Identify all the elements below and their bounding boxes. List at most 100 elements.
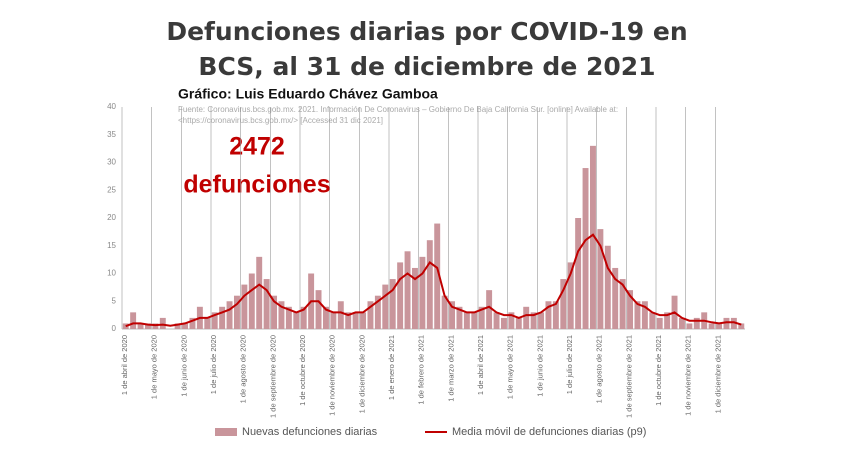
bar: [174, 323, 181, 329]
bar: [360, 312, 367, 329]
x-tick-label: 1 de noviembre de 2020: [328, 335, 337, 416]
legend-swatch: [215, 428, 237, 436]
bar: [530, 312, 537, 329]
bar: [560, 279, 567, 329]
bar: [159, 317, 166, 329]
bar: [397, 262, 404, 329]
bar: [612, 267, 619, 329]
bar: [182, 323, 189, 329]
x-tick-label: 1 de abril de 2021: [476, 335, 485, 395]
y-tick-label: 0: [112, 324, 117, 333]
x-tick-label: 1 de agosto de 2021: [595, 335, 604, 403]
x-tick-label: 1 de noviembre de 2021: [684, 335, 693, 416]
bar: [263, 279, 270, 329]
y-tick-label: 20: [107, 213, 116, 222]
bar: [152, 323, 159, 329]
x-tick-label: 1 de junio de 2021: [535, 335, 544, 397]
bar: [256, 256, 263, 329]
subtitle: Gráfico: Luis Eduardo Chávez Gamboa: [178, 86, 438, 102]
x-tick-label: 1 de diciembre de 2020: [357, 335, 366, 413]
bar: [523, 306, 530, 329]
legend-label: Media móvil de defunciones diarias (p9): [452, 426, 646, 438]
bar: [738, 323, 745, 329]
bar: [582, 168, 589, 329]
x-tick-label: 1 de julio de 2021: [565, 335, 574, 394]
x-tick-label: 1 de julio de 2020: [209, 335, 218, 394]
bar: [271, 295, 278, 329]
bar: [367, 301, 374, 329]
bar: [419, 256, 426, 329]
annotation: defunciones: [183, 171, 330, 199]
bar: [144, 323, 151, 329]
bar: [508, 312, 515, 329]
bar: [500, 317, 507, 329]
bar: [486, 290, 493, 329]
bar: [137, 323, 144, 329]
bar: [708, 323, 715, 329]
bar: [538, 312, 545, 329]
bar: [545, 301, 552, 329]
bar: [122, 323, 129, 329]
y-tick-label: 10: [107, 269, 116, 278]
bar: [233, 295, 240, 329]
bar: [604, 245, 611, 329]
bar: [352, 312, 359, 329]
bar: [330, 312, 337, 329]
bar: [456, 306, 463, 329]
x-tick-label: 1 de octubre de 2021: [654, 335, 663, 406]
bar: [627, 290, 634, 329]
annotation: 2472: [229, 133, 285, 161]
bar: [575, 218, 582, 329]
bar: [337, 301, 344, 329]
moving-average-line: [125, 233, 742, 328]
bar: [389, 279, 396, 329]
bar: [656, 317, 663, 329]
bar: [567, 262, 574, 329]
chart-title: BCS, al 31 de diciembre de 2021: [198, 52, 655, 81]
x-tick-label: 1 de septiembre de 2020: [268, 335, 277, 418]
bar: [382, 284, 389, 329]
x-tick-label: 1 de septiembre de 2021: [624, 335, 633, 418]
bar: [597, 229, 604, 329]
bar: [322, 306, 329, 329]
bar: [404, 251, 411, 329]
bar: [515, 317, 522, 329]
legend-label: Nuevas defunciones diarias: [242, 426, 378, 438]
bar: [716, 323, 723, 329]
x-tick-label: 1 de mayo de 2021: [506, 335, 515, 399]
bar: [426, 240, 433, 329]
bar: [374, 295, 381, 329]
bar: [345, 312, 352, 329]
x-tick-label: 1 de junio de 2020: [179, 335, 188, 397]
bar: [693, 317, 700, 329]
bar: [226, 301, 233, 329]
bar: [204, 317, 211, 329]
x-tick-label: 1 de diciembre de 2021: [713, 335, 722, 413]
bar: [285, 306, 292, 329]
bar: [649, 312, 656, 329]
bar: [589, 145, 596, 329]
y-tick-label: 5: [112, 296, 117, 305]
bar: [130, 312, 137, 329]
bar: [211, 312, 218, 329]
bar: [241, 284, 248, 329]
bar: [434, 223, 441, 329]
bar: [664, 312, 671, 329]
bar: [293, 312, 300, 329]
y-tick-label: 40: [107, 102, 116, 111]
bar: [449, 301, 456, 329]
x-tick-label: 1 de agosto de 2020: [239, 335, 248, 403]
bar: [315, 290, 322, 329]
bar: [641, 301, 648, 329]
bar: [552, 301, 559, 329]
bar: [730, 317, 737, 329]
bar: [634, 301, 641, 329]
x-tick-label: 1 de enero de 2021: [387, 335, 396, 400]
x-tick-label: 1 de mayo de 2020: [150, 335, 159, 399]
bar: [723, 317, 730, 329]
y-tick-label: 25: [107, 185, 116, 194]
y-tick-label: 15: [107, 241, 116, 250]
x-tick-label: 1 de abril de 2020: [120, 335, 129, 395]
x-tick-label: 1 de octubre de 2020: [298, 335, 307, 406]
